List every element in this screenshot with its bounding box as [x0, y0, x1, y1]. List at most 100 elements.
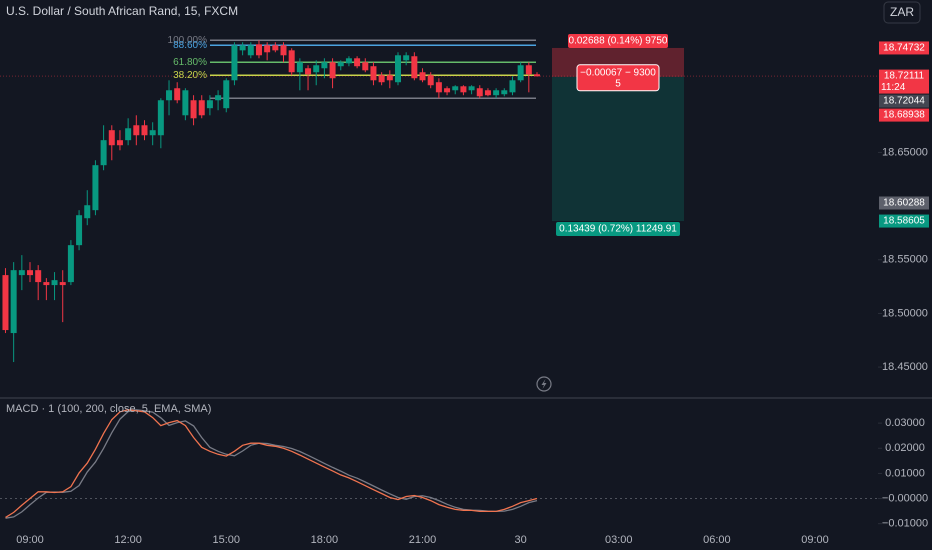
- candle-body: [378, 75, 385, 83]
- candle-body: [525, 65, 532, 75]
- candle-body: [452, 86, 459, 91]
- candle-body: [100, 140, 107, 166]
- candle-body: [76, 215, 83, 246]
- y-tick-label: 0.03000: [885, 417, 925, 429]
- candle-body: [468, 86, 475, 91]
- candle-body: [166, 90, 173, 101]
- candle-body: [35, 270, 42, 283]
- candle-body: [18, 270, 25, 276]
- candle-body: [280, 45, 287, 56]
- price-tag: [879, 94, 929, 108]
- stop-tag-label: 0.02688 (0.14%) 9750: [569, 36, 668, 47]
- candle-body: [313, 65, 320, 73]
- candle-body: [157, 100, 164, 136]
- candle-body: [362, 62, 369, 71]
- candle-body: [215, 95, 222, 101]
- candle-body: [141, 125, 148, 136]
- pnl-tag: [576, 64, 660, 92]
- stop-tag: [568, 33, 668, 48]
- candle-body: [493, 90, 500, 96]
- candle-body: [67, 245, 74, 283]
- candle-body: [59, 282, 66, 286]
- x-tick-label: 18:00: [311, 534, 339, 546]
- candle-body: [435, 82, 442, 93]
- candle-body: [149, 130, 156, 136]
- fib-label: 88.60%: [173, 40, 207, 51]
- x-tick-label: 30: [515, 534, 527, 546]
- candle-body: [198, 100, 205, 116]
- candle-body: [255, 44, 262, 56]
- candle-body: [190, 100, 197, 119]
- candle-body: [501, 90, 508, 95]
- candle-body: [272, 45, 279, 51]
- price-tag-label: 18.58605: [883, 216, 925, 227]
- y-tick-label: 18.55000: [882, 254, 928, 266]
- candle-body: [174, 88, 181, 101]
- lightning-icon[interactable]: [536, 376, 552, 392]
- y-tick-label: −0.00000: [882, 492, 928, 504]
- price-tag-label: 18.72111: [884, 71, 925, 82]
- y-tick-label: 0.01000: [885, 467, 925, 479]
- target-tag: [556, 222, 680, 237]
- y-tick-label: −0.01000: [882, 518, 928, 530]
- candle-body: [370, 66, 377, 81]
- candle-body: [231, 45, 238, 81]
- candle-body: [354, 58, 361, 67]
- x-tick-label: 15:00: [213, 534, 241, 546]
- target-zone: [552, 76, 684, 222]
- candle-body: [108, 130, 115, 146]
- currency-label[interactable]: ZAR: [890, 5, 914, 19]
- y-tick-label: 18.45000: [882, 361, 928, 373]
- candle-body: [484, 90, 491, 96]
- x-tick-label: 21:00: [409, 534, 437, 546]
- candle-body: [27, 270, 34, 276]
- pnl-tag-label-2: 5: [615, 78, 621, 89]
- candle-body: [411, 56, 418, 79]
- candle-body: [296, 62, 303, 73]
- candle-body: [182, 90, 189, 116]
- candle-body: [133, 125, 140, 136]
- candle-body: [476, 88, 483, 97]
- x-tick-label: 12:00: [114, 534, 142, 546]
- candle-body: [345, 58, 352, 64]
- fib-label: 38.20%: [173, 70, 207, 81]
- price-tag: [879, 41, 929, 55]
- macd-line: [5, 409, 538, 518]
- candle-body: [239, 45, 246, 51]
- candle-body: [329, 62, 336, 79]
- icon-ring[interactable]: [536, 376, 552, 392]
- candle-body: [444, 88, 451, 93]
- candle-body: [288, 50, 295, 73]
- y-tick-label: 18.65000: [882, 146, 928, 158]
- candle-body: [419, 72, 426, 81]
- candle-body: [92, 165, 99, 211]
- icon-bolt[interactable]: [541, 379, 547, 389]
- candle-body: [10, 270, 17, 334]
- candle-body: [534, 74, 541, 77]
- candle-body: [509, 80, 516, 93]
- candle-body: [386, 75, 393, 81]
- macd-pane: 0.03000 0.02000 0.01000 −0.00000 −0.01000 09:…: [0, 409, 928, 546]
- candle-body: [394, 55, 401, 83]
- candle-body: [43, 282, 50, 286]
- price-tag-label: 18.72044: [883, 96, 925, 107]
- symbol-title: U.S. Dollar / South African Rand, 15, FX…: [6, 4, 238, 18]
- fib-label: 61.80%: [173, 57, 207, 68]
- fib-label: 100.00%: [168, 35, 208, 46]
- overlay: U.S. Dollar / South African Rand, 15, FX…: [6, 1, 929, 415]
- price-pane: 18.65000 18.55000 18.50000 18.45000 100.00%8…: [0, 35, 928, 373]
- x-tick-label: 09:00: [801, 534, 829, 546]
- price-tag-label: 18.74732: [883, 43, 925, 54]
- countdown-label: 11:24: [881, 82, 906, 93]
- candle-body: [460, 86, 467, 93]
- candle-body: [427, 75, 434, 86]
- price-tag: [879, 214, 929, 228]
- candle-body: [305, 68, 312, 75]
- target-tag-label: 0.13439 (0.72%) 11249.91: [559, 224, 677, 235]
- x-tick-label: 06:00: [703, 534, 731, 546]
- currency-button[interactable]: [883, 1, 921, 24]
- price-tag: [879, 69, 929, 94]
- candle-body: [517, 65, 524, 81]
- price-tag-label: 18.68938: [883, 110, 925, 121]
- x-tick-label: 09:00: [16, 534, 44, 546]
